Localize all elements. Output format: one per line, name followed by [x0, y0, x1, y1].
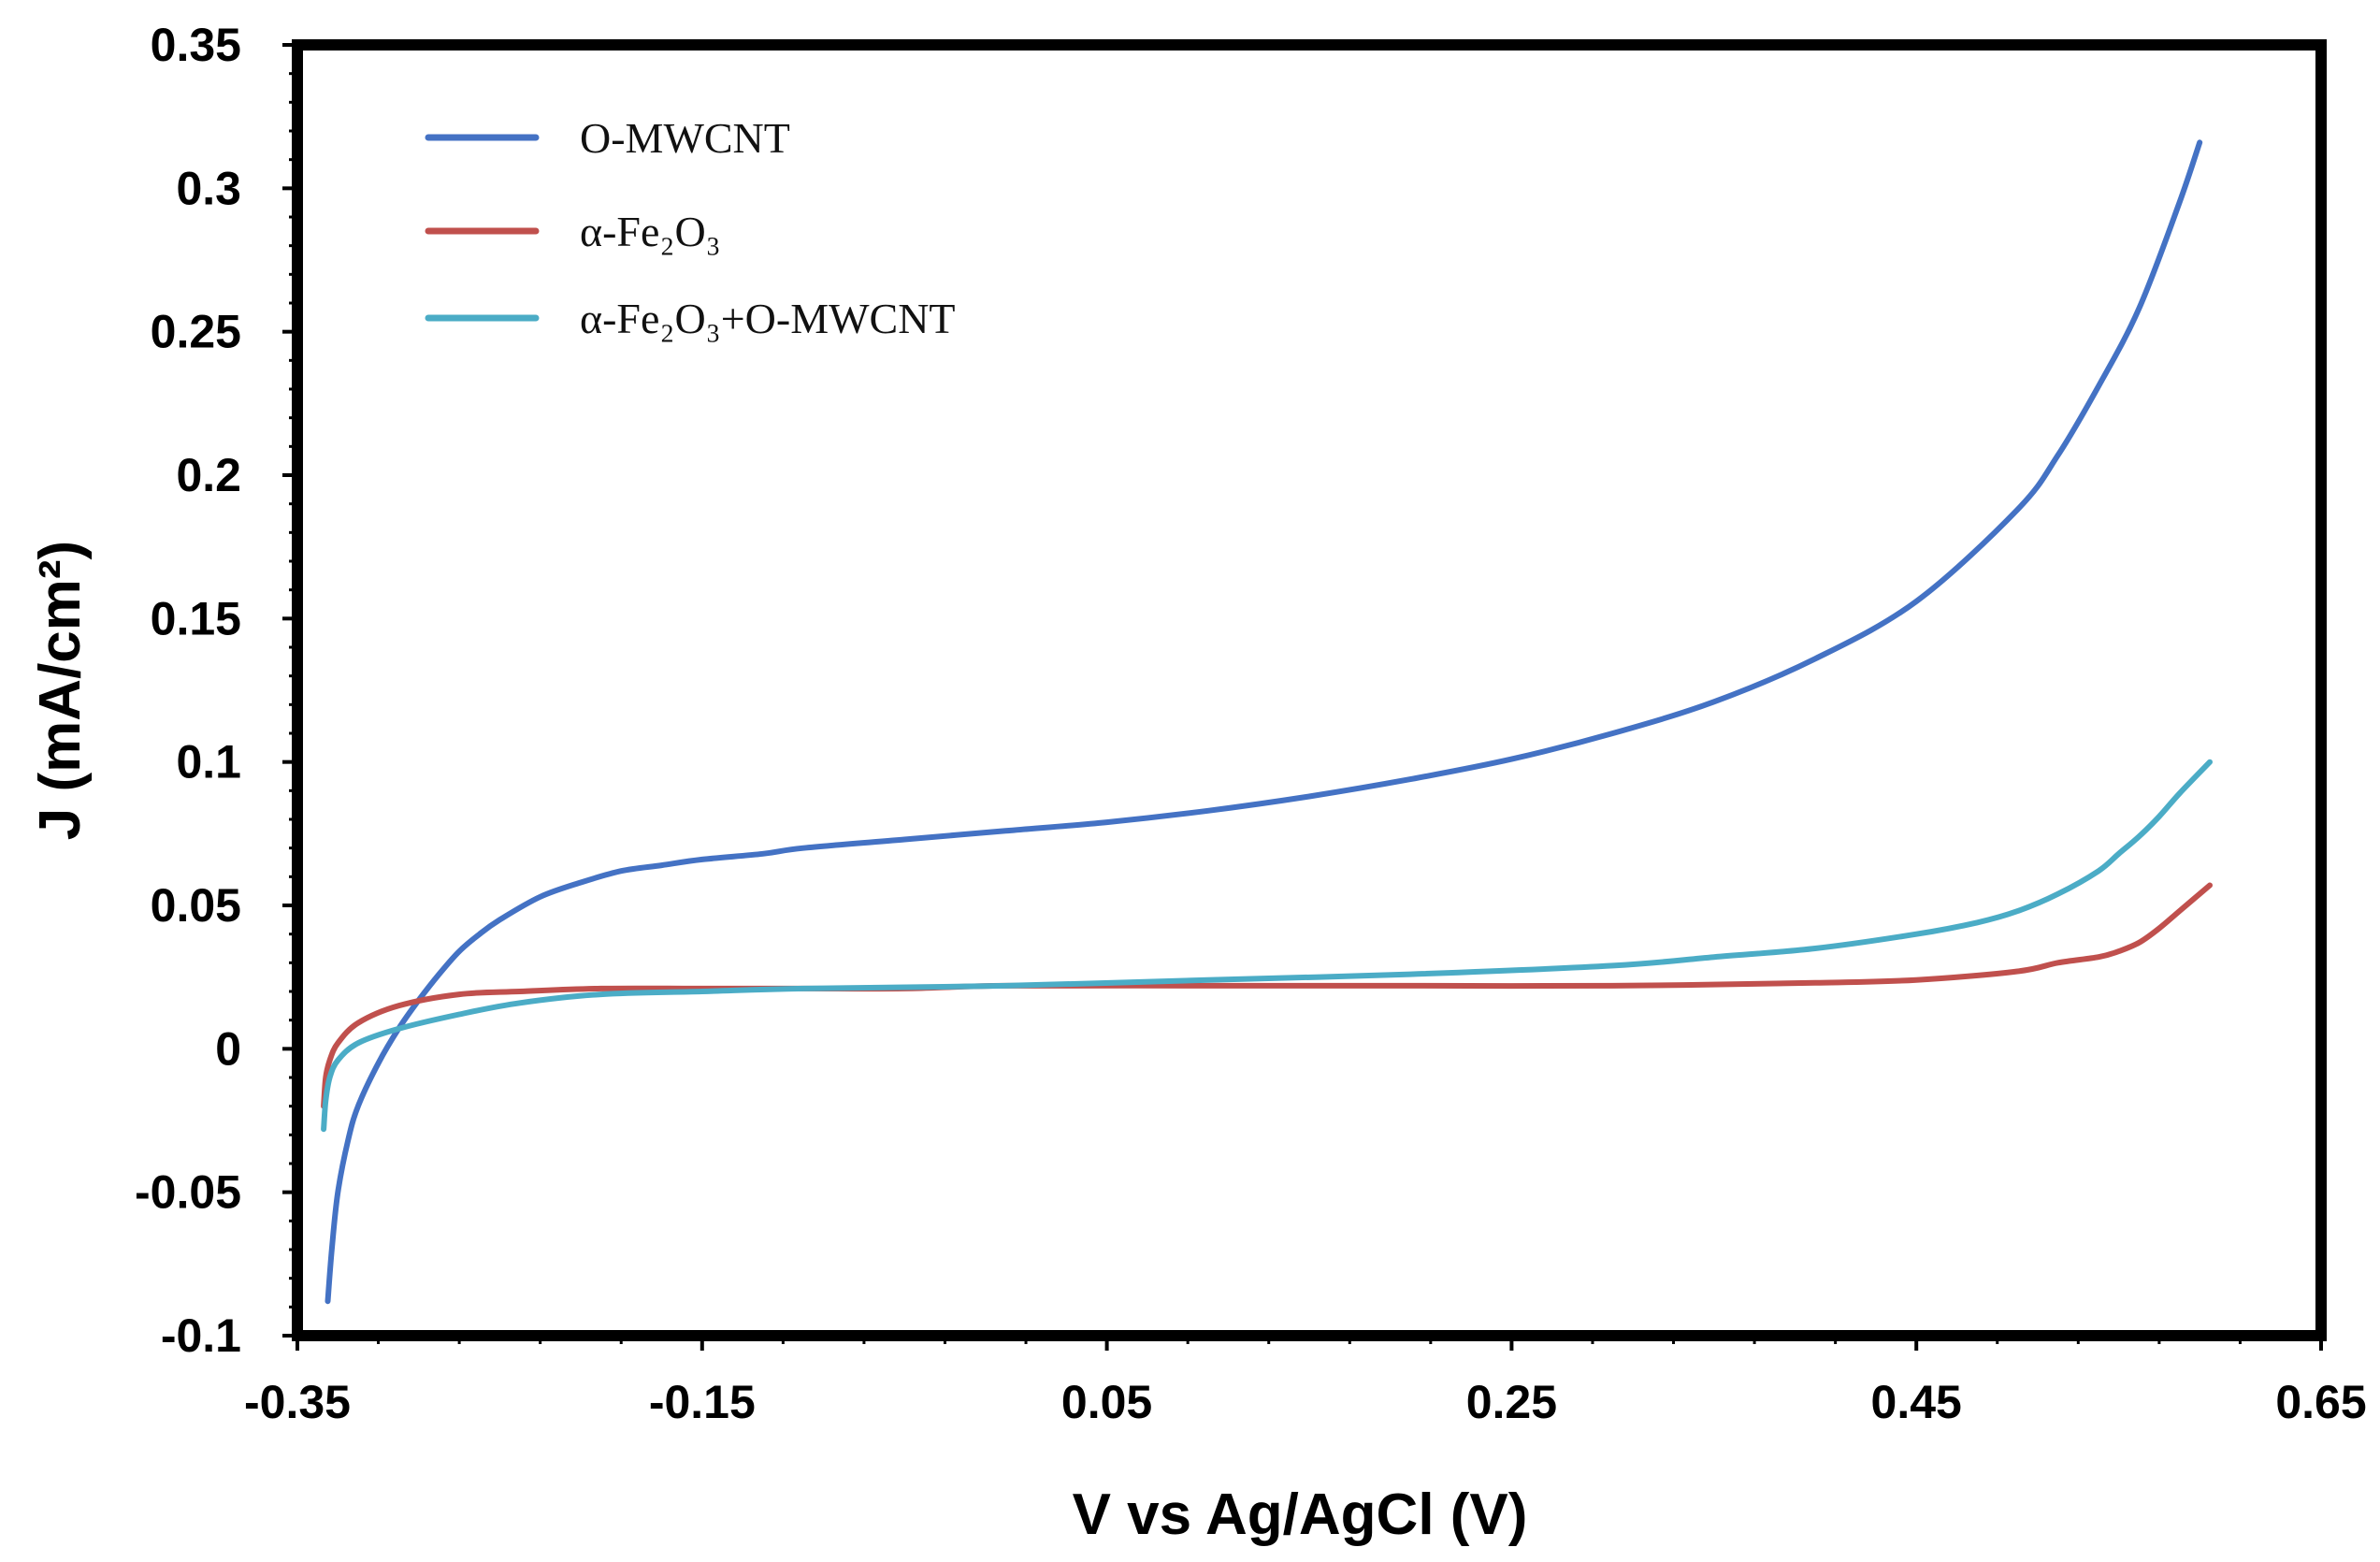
x-tick-label: 0.45 [1871, 1376, 1962, 1428]
y-tick-label: 0.35 [151, 19, 241, 71]
x-tick-label: 0.25 [1466, 1376, 1557, 1428]
plot-frame [292, 39, 2327, 1341]
x-tick-label: -0.15 [649, 1376, 756, 1428]
y-tick-label: -0.1 [161, 1309, 241, 1362]
x-tick-label: -0.35 [244, 1376, 351, 1428]
series-line-3 [321, 759, 2213, 1133]
x-tick-label: 0.65 [2275, 1376, 2366, 1428]
ticks-layer: -0.1 -0.05 0 0.05 0.1 0.15 0.2 0.25 0.3 0.35 -0.35… [135, 19, 2367, 1428]
y-tick-label: 0.2 [176, 449, 241, 501]
y-tick-label: 0.05 [151, 879, 241, 932]
y-axis-label: J (mA/cm²) [28, 541, 93, 840]
x-tick-label: 0.05 [1061, 1376, 1152, 1428]
y-tick-label: -0.05 [135, 1166, 241, 1219]
series-layer [321, 139, 2213, 1305]
y-tick-label: 0 [215, 1022, 241, 1075]
x-axis-label: V vs Ag/AgCl (V) [1073, 1482, 1528, 1547]
legend-label: O-MWCNT [580, 114, 790, 162]
legend-label: α-Fe₂O₃ [580, 208, 721, 255]
y-tick-label: 0.3 [176, 162, 241, 214]
legend-label: α-Fe₂O₃+O-MWCNT [580, 295, 956, 342]
y-tick-label: 0.15 [151, 592, 241, 644]
y-tick-label: 0.1 [176, 736, 241, 788]
series-line-2 [321, 882, 2213, 1109]
y-tick-label: 0.25 [151, 306, 241, 358]
series-line-1 [325, 139, 2203, 1305]
legend: O-MWCNT α-Fe₂O₃ α-Fe₂O₃+O-MWCNT [425, 114, 956, 342]
